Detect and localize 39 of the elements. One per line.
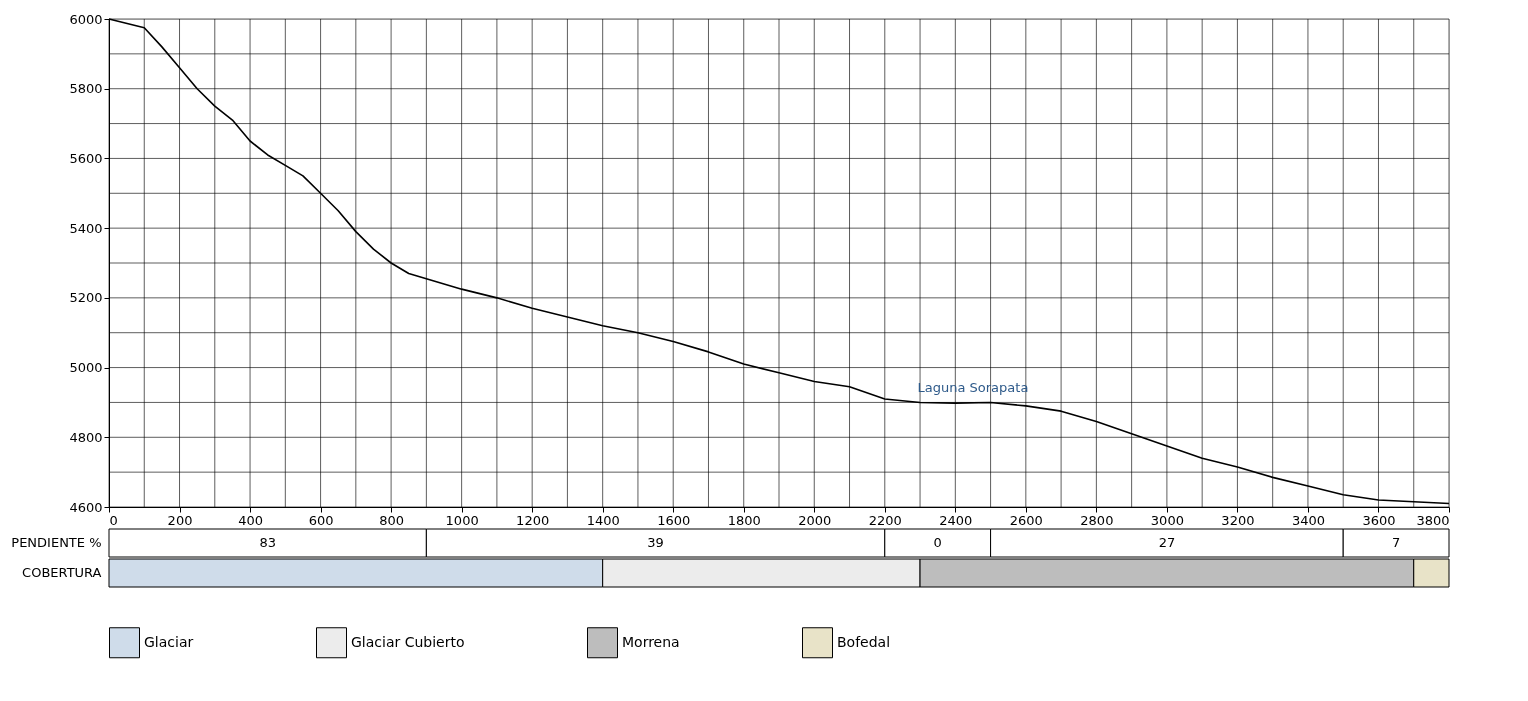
x-tick-label: 0 — [109, 512, 118, 528]
annotation: 83 — [259, 535, 276, 550]
y-tick-label: PENDIENTE % — [11, 535, 102, 550]
x-tick-label: 2800 — [1080, 512, 1114, 528]
y-tick-label: 5400 — [69, 220, 103, 236]
x-tick-label: 1600 — [657, 512, 691, 528]
x-tick-label: 800 — [379, 512, 405, 528]
x-tick-label: 2600 — [1009, 512, 1043, 528]
y-tick-label: 5000 — [69, 360, 103, 376]
legend-label: Glaciar — [144, 633, 194, 650]
x-tick-label: 2400 — [939, 512, 973, 528]
x-tick-label: 3200 — [1221, 512, 1255, 528]
legend-label: Glaciar Cubierto — [351, 633, 465, 650]
y-tick-label: 6000 — [69, 11, 103, 27]
x-tick-label: 1000 — [445, 512, 479, 528]
y-tick-label: 4800 — [69, 429, 103, 445]
annotation: 39 — [647, 535, 664, 550]
y-tick-label: 5200 — [69, 290, 103, 306]
legend-label: Bofedal — [837, 633, 891, 650]
x-tick-label: 2000 — [798, 512, 832, 528]
legend-label: Morrena — [622, 633, 680, 650]
x-tick-label: 600 — [308, 512, 334, 528]
x-tick-label: 1200 — [516, 512, 550, 528]
y-tick-label: COBERTURA — [22, 565, 102, 580]
x-tick-label: 1800 — [727, 512, 761, 528]
y-tick-label: 4600 — [69, 499, 103, 515]
x-tick-label: 2200 — [868, 512, 902, 528]
x-tick-label: 3600 — [1362, 512, 1396, 528]
x-tick-label: 3000 — [1150, 512, 1184, 528]
x-tick-label: 200 — [167, 512, 193, 528]
x-tick-label: 1400 — [586, 512, 620, 528]
annotation: 0 — [933, 535, 942, 550]
annotation: 27 — [1158, 535, 1176, 550]
x-tick-label: 3800 — [1416, 512, 1450, 528]
y-tick-label: 5600 — [69, 150, 103, 166]
y-tick-label: 5800 — [69, 81, 103, 97]
x-tick-label: 3400 — [1291, 512, 1325, 528]
annotation: 7 — [1391, 535, 1401, 550]
x-tick-label: 400 — [238, 512, 263, 528]
